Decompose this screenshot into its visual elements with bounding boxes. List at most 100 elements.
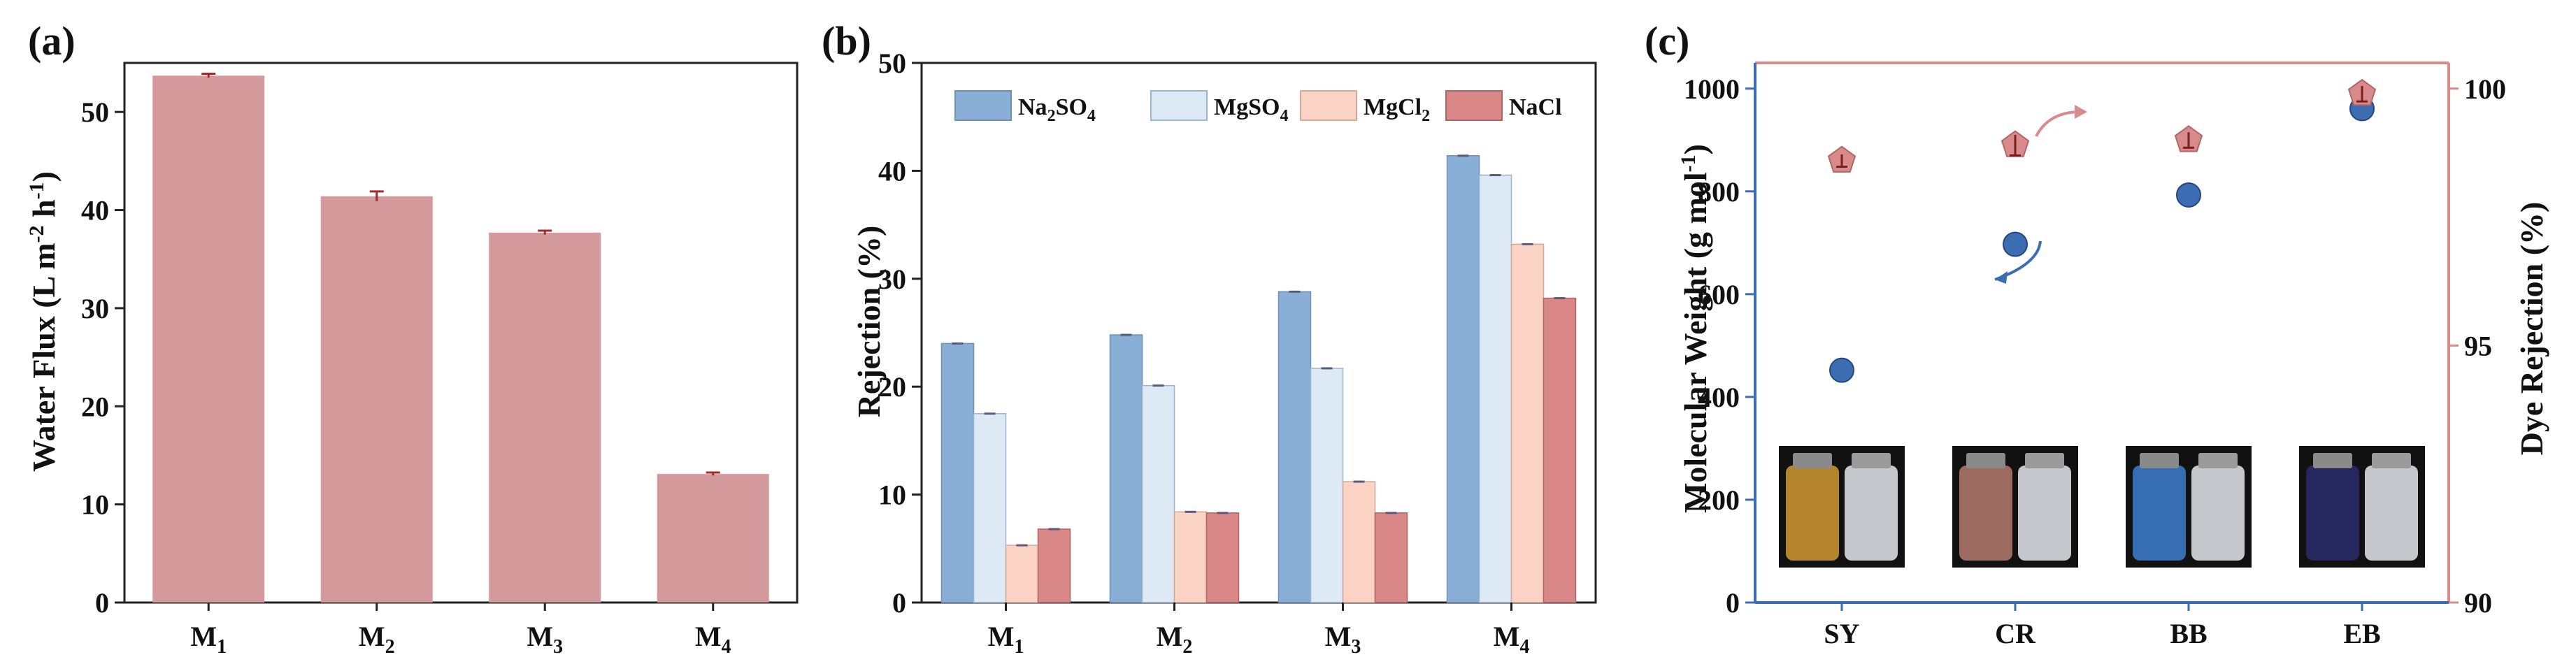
right-axis-arrow bbox=[2035, 110, 2081, 137]
panel-b-bar bbox=[1037, 528, 1071, 603]
legend-swatch-na2so4 bbox=[954, 90, 1012, 121]
panel-b-bar bbox=[1478, 174, 1512, 603]
legend-swatch-nacl bbox=[1445, 90, 1503, 121]
panel-c-ylabel-left: Molecular Weight (g mol-1) bbox=[1677, 144, 1713, 513]
panel-a-bar bbox=[320, 196, 433, 603]
molecular-weight-point bbox=[2003, 231, 2028, 257]
panel-b-bar bbox=[1310, 368, 1344, 603]
panel-c-ytick-left-label: 800 bbox=[1698, 176, 1740, 208]
panel-b: (b) 0 10 20 30 40 50 M1 M2 M3 M4 Rejection (%) Na… bbox=[822, 18, 1597, 658]
panel-b-xtick-label: M1 bbox=[988, 621, 1024, 658]
panel-b-bar bbox=[1141, 384, 1175, 603]
left-axis-arrow-head bbox=[1995, 271, 2008, 284]
panel-a-ytick-label: 40 bbox=[81, 195, 109, 226]
panel-b-bar bbox=[1374, 512, 1408, 603]
panel-label-a: (a) bbox=[28, 18, 76, 64]
panel-a-ytick-label: 10 bbox=[81, 489, 109, 521]
panel-a-bar bbox=[657, 474, 769, 603]
panel-a-xtick-label: M2 bbox=[359, 621, 395, 658]
panel-b-ytick-label: 10 bbox=[878, 479, 906, 511]
panel-a-xtick-label: M3 bbox=[527, 621, 563, 658]
panel-b-ytick-label: 0 bbox=[892, 587, 906, 619]
vial-dye bbox=[2306, 466, 2359, 561]
panel-b-bar bbox=[1446, 155, 1480, 603]
panel-a-ytick-label: 0 bbox=[95, 587, 109, 619]
molecular-weight-point bbox=[2176, 182, 2201, 208]
vial-permeate bbox=[2365, 466, 2418, 561]
panel-b-xtick-label: M4 bbox=[1494, 621, 1530, 658]
panel-b-bar bbox=[1109, 334, 1143, 603]
panel-a-ytick-label: 20 bbox=[81, 391, 109, 422]
vial-dye-neck bbox=[2313, 453, 2352, 468]
legend-label-nacl: NaCl bbox=[1509, 94, 1562, 120]
vial-permeate bbox=[1845, 466, 1898, 561]
panel-b-plot: 0 10 20 30 40 50 M1 M2 M3 M4 bbox=[878, 48, 1597, 658]
panel-b-ytick-label: 30 bbox=[878, 264, 906, 295]
panel-c-xtick-label: CR bbox=[1995, 618, 2036, 649]
panel-c-ytick-left-label: 400 bbox=[1698, 382, 1740, 413]
panel-c-ytick-left-label: 200 bbox=[1698, 484, 1740, 516]
right-axis-arrow-head bbox=[2075, 105, 2087, 119]
panel-c-ylabel-right: Dye Rejection (%) bbox=[2514, 202, 2549, 456]
vial-permeate-neck bbox=[2198, 453, 2238, 468]
panel-a-frame bbox=[123, 62, 799, 604]
panel-a-bar bbox=[152, 75, 265, 603]
vial-dye bbox=[1786, 466, 1839, 561]
panel-a: (a) 0 10 20 30 40 50 M1 M2 M3 M4 Water Flux (L m-… bbox=[25, 18, 799, 658]
panel-b-ytick-label: 20 bbox=[878, 371, 906, 403]
molecular-weight-point bbox=[1829, 357, 1854, 383]
panel-a-bar bbox=[489, 232, 601, 603]
vial-permeate-neck bbox=[2372, 453, 2411, 468]
panel-b-bar bbox=[1510, 243, 1545, 603]
panel-a-ylabel: Water Flux (L m-2 h-1) bbox=[25, 171, 62, 472]
vial-dye-neck bbox=[2140, 453, 2179, 468]
panel-b-xtick-label: M3 bbox=[1325, 621, 1361, 658]
panel-b-bar bbox=[1005, 544, 1039, 603]
legend-swatch-mgso4 bbox=[1150, 90, 1208, 121]
vial-permeate-neck bbox=[1852, 453, 1891, 468]
vial-dye-neck bbox=[1793, 453, 1832, 468]
panel-a-plot: 0 10 20 30 40 50 M1 M2 M3 M4 bbox=[81, 62, 799, 658]
panel-c-ytick-left-label: 600 bbox=[1698, 279, 1740, 310]
panel-b-xtick-label: M2 bbox=[1157, 621, 1193, 658]
panel-label-c: (c) bbox=[1645, 18, 1689, 64]
panel-b-bar bbox=[1173, 511, 1208, 603]
panel-b-bar bbox=[1342, 481, 1376, 603]
panel-b-bar bbox=[1543, 297, 1577, 603]
legend-label-mgso4: MgSO4 bbox=[1214, 94, 1288, 125]
panel-c-ytick-right-label: 95 bbox=[2464, 330, 2492, 361]
panel-c-plot: 0 200 400 600 800 1000 90 95 100 SY CR BB EB bbox=[1684, 62, 2506, 649]
panel-b-bar bbox=[1278, 291, 1312, 603]
vial-dye bbox=[1959, 466, 2012, 561]
panel-b-frame bbox=[920, 62, 1597, 604]
panel-a-ytick-label: 30 bbox=[81, 293, 109, 324]
panel-b-ytick-label: 40 bbox=[878, 155, 906, 187]
panel-c-xtick-label: SY bbox=[1824, 618, 1859, 649]
panel-b-bar bbox=[940, 342, 975, 603]
panel-c-ytick-right-label: 90 bbox=[2464, 587, 2492, 619]
panel-a-ytick-label: 50 bbox=[81, 96, 109, 128]
panel-c-ytick-left-label: 1000 bbox=[1684, 73, 1740, 105]
panel-b-legend: Na2SO4 MgSO4 MgCl2 NaCl bbox=[954, 90, 1562, 125]
panel-a-xtick-label: M1 bbox=[190, 621, 227, 658]
panel-b-bar bbox=[1205, 512, 1240, 603]
panel-c-xtick-label: EB bbox=[2343, 618, 2380, 649]
panel-c: (c) 0 200 400 600 800 1000 90 95 100 SY CR BB EB Mol… bbox=[1645, 18, 2549, 649]
panel-c-ytick-left-label: 0 bbox=[1726, 587, 1740, 619]
panel-b-ylabel: Rejection (%) bbox=[851, 226, 887, 418]
panel-label-b: (b) bbox=[822, 18, 871, 64]
vial-dye bbox=[2133, 466, 2186, 561]
panel-a-xtick-label: M4 bbox=[695, 621, 731, 658]
panel-c-ytick-right-label: 100 bbox=[2464, 73, 2506, 105]
vial-permeate bbox=[2191, 466, 2245, 561]
vial-permeate-neck bbox=[2025, 453, 2064, 468]
panel-b-ytick-label: 50 bbox=[878, 48, 906, 79]
legend-swatch-mgcl2 bbox=[1300, 90, 1357, 121]
vial-dye-neck bbox=[1966, 453, 2005, 468]
legend-label-mgcl2: MgCl2 bbox=[1364, 94, 1430, 125]
legend-label-na2so4: Na2SO4 bbox=[1018, 94, 1096, 125]
vial-permeate bbox=[2018, 466, 2071, 561]
panel-b-bar bbox=[973, 413, 1007, 603]
panel-c-xtick-label: BB bbox=[2170, 618, 2207, 649]
